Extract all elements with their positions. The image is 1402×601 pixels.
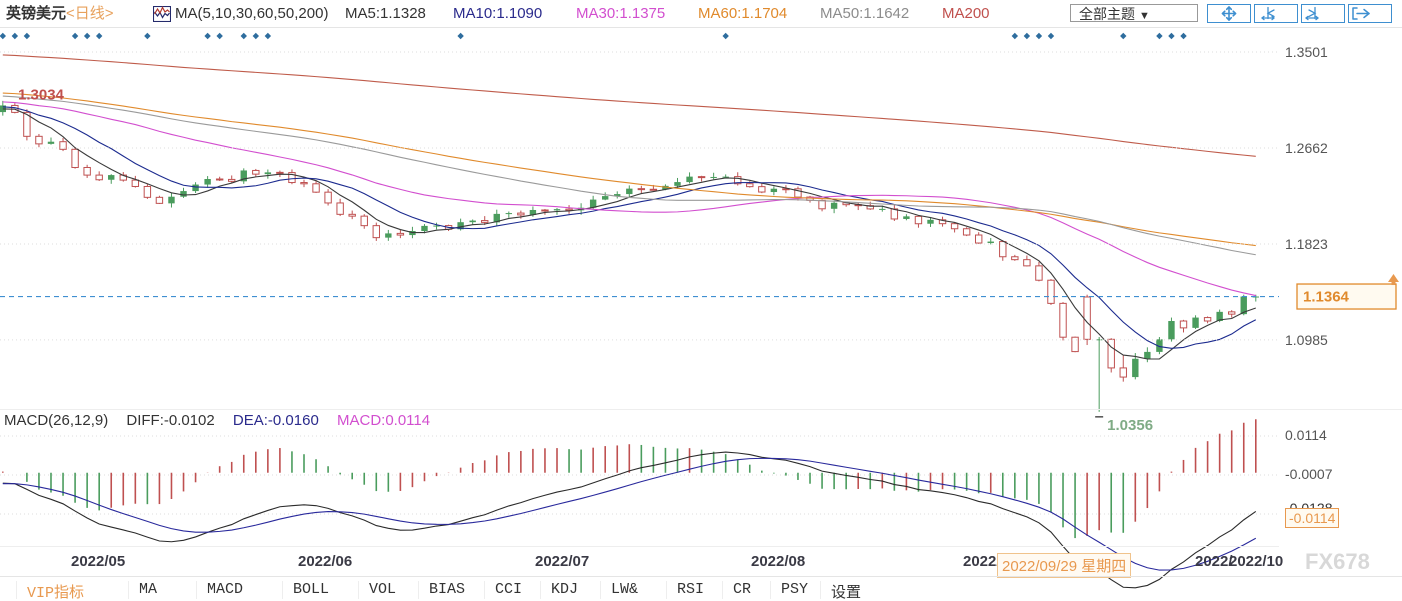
svg-text:1.1823: 1.1823 [1285,236,1328,252]
svg-text:1.3034: 1.3034 [18,86,65,103]
svg-text:1.1364: 1.1364 [1303,289,1350,306]
svg-text:1.3501: 1.3501 [1285,44,1328,60]
svg-text:1.0985: 1.0985 [1285,332,1328,348]
svg-text:1.2662: 1.2662 [1285,140,1328,156]
